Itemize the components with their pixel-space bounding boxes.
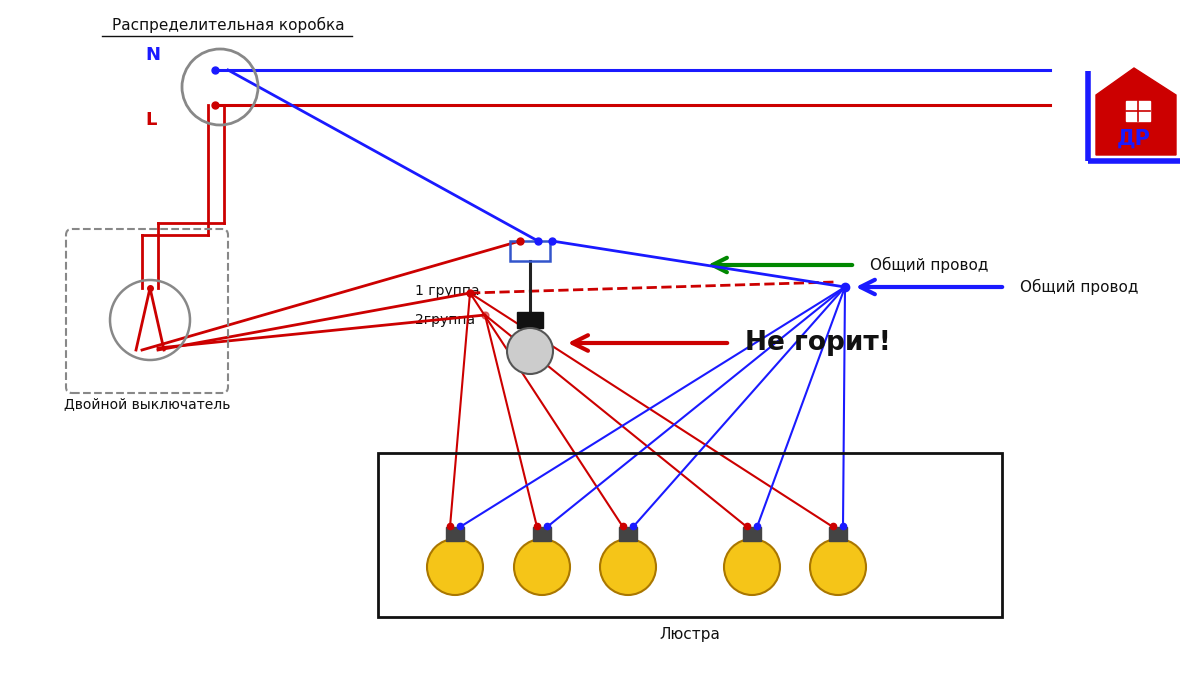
Text: 1 группа: 1 группа bbox=[415, 284, 480, 298]
Circle shape bbox=[508, 328, 553, 374]
Bar bbox=[446, 527, 464, 541]
Bar bbox=[619, 527, 637, 541]
Text: Общий провод: Общий провод bbox=[1020, 279, 1139, 295]
Text: Двойной выключатель: Двойной выключатель bbox=[64, 397, 230, 411]
Text: ДР: ДР bbox=[1117, 129, 1151, 149]
Text: 2группа: 2группа bbox=[415, 313, 475, 327]
Text: N: N bbox=[145, 46, 160, 64]
Text: Распределительная коробка: Распределительная коробка bbox=[112, 17, 344, 33]
Circle shape bbox=[427, 539, 482, 595]
Text: Люстра: Люстра bbox=[660, 627, 720, 642]
Bar bbox=[517, 312, 542, 328]
Circle shape bbox=[600, 539, 656, 595]
Polygon shape bbox=[1096, 68, 1176, 155]
Circle shape bbox=[810, 539, 866, 595]
Bar bbox=[378, 453, 1002, 617]
Text: L: L bbox=[145, 111, 156, 129]
Circle shape bbox=[514, 539, 570, 595]
Bar bbox=[533, 527, 551, 541]
Text: Общий провод: Общий провод bbox=[870, 257, 989, 273]
Bar bbox=[743, 527, 761, 541]
Bar bbox=[510, 241, 550, 261]
Bar bbox=[829, 527, 847, 541]
Bar bbox=[1126, 101, 1150, 121]
Circle shape bbox=[724, 539, 780, 595]
Text: Не горит!: Не горит! bbox=[745, 330, 890, 356]
